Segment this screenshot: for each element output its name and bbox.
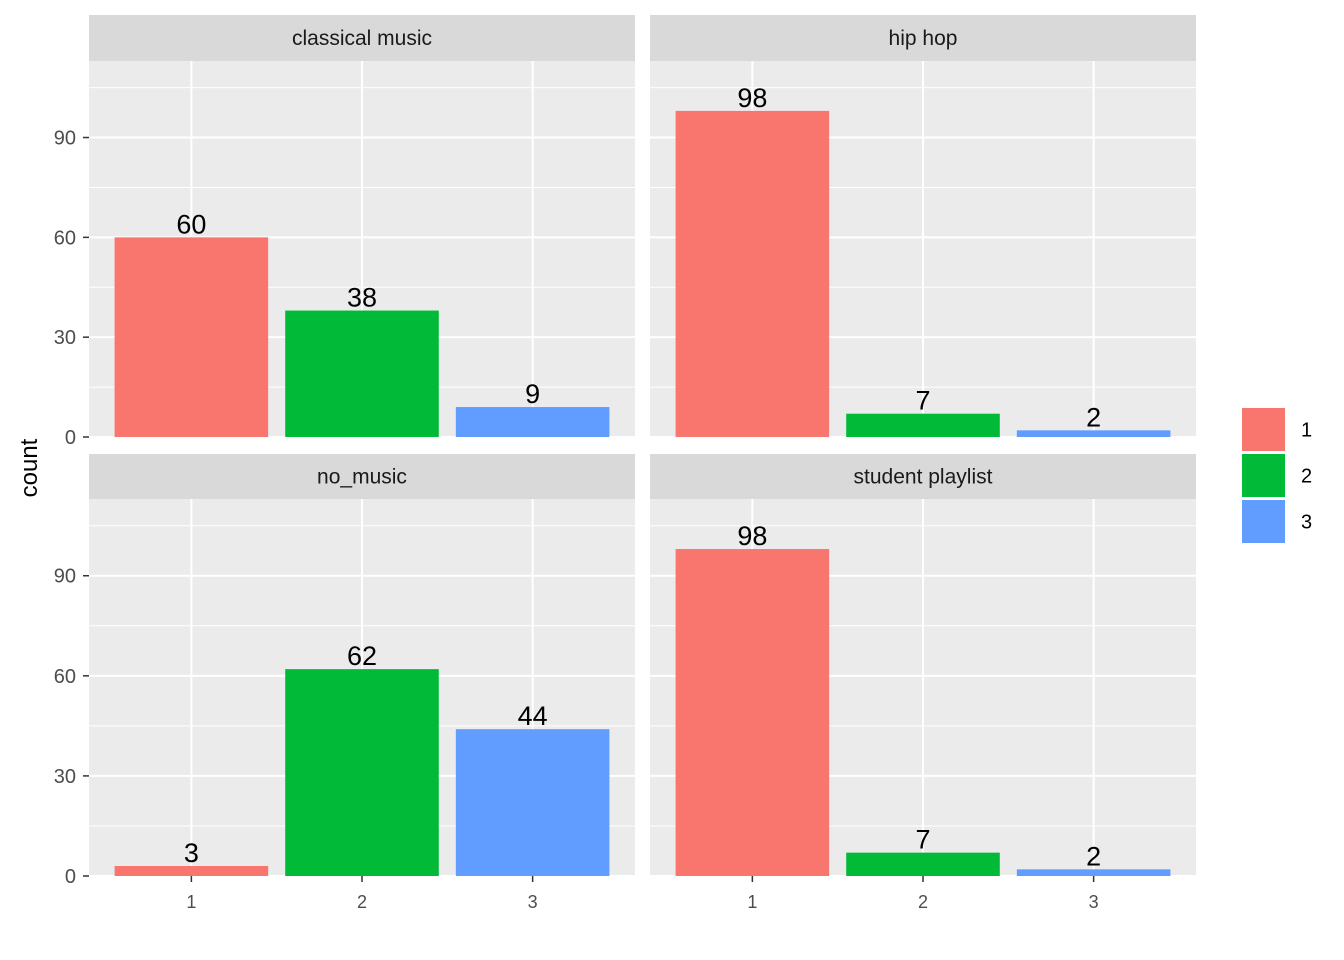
facet-strip: [650, 15, 1196, 61]
x-tick-label: 3: [528, 892, 538, 912]
bar-value-label: 44: [518, 701, 548, 731]
bar: [114, 237, 269, 437]
y-tick-label: 60: [54, 227, 76, 249]
y-tick-label: 0: [65, 866, 76, 888]
bar: [675, 110, 830, 438]
legend-label: 1: [1301, 420, 1312, 442]
bar-value-label: 60: [176, 209, 206, 239]
x-tick-label: 3: [1089, 892, 1099, 912]
bar-value-label: 62: [347, 641, 377, 671]
bar: [1016, 430, 1171, 437]
facet-title: classical music: [292, 27, 432, 50]
bar-value-label: 2: [1086, 841, 1101, 871]
legend-key: [1242, 454, 1285, 497]
legend: 1 2 3: [1242, 408, 1312, 543]
y-tick-label: 90: [54, 566, 76, 588]
y-axis-title: count: [16, 438, 43, 497]
bar-value-label: 7: [915, 825, 930, 855]
x-tick-label: 1: [186, 892, 196, 912]
bar-value-label: 98: [737, 83, 767, 113]
y-tick-label: 30: [54, 327, 76, 349]
x-tick-label: 2: [357, 892, 367, 912]
facet-strip: [650, 454, 1196, 499]
y-tick-label: 90: [54, 128, 76, 150]
facet-title: no_music: [317, 466, 407, 489]
bar: [285, 310, 439, 437]
facet-strip: [89, 15, 635, 61]
legend-label: 3: [1301, 512, 1312, 534]
legend-key: [1242, 500, 1285, 543]
bar-value-label: 3: [184, 838, 199, 868]
facet-strip: [89, 454, 635, 499]
bar-value-label: 98: [737, 521, 767, 551]
facet-panel: student playlist 98 7 2 1 2 3: [650, 454, 1196, 912]
bar-value-label: 7: [915, 386, 930, 416]
facet-title: student playlist: [854, 466, 993, 489]
bar-value-label: 9: [525, 379, 540, 409]
bar: [455, 407, 610, 437]
facet-title: hip hop: [889, 27, 958, 50]
bar: [285, 669, 439, 876]
y-tick-label: 0: [65, 427, 76, 449]
legend-label: 2: [1301, 466, 1312, 488]
facet-panel: hip hop 98 7 2: [650, 15, 1196, 438]
bar: [455, 729, 610, 876]
legend-key: [1242, 408, 1285, 451]
facet-panel: no_music 3 62 44 0 30 60 90 1 2 3: [54, 454, 635, 912]
bar-value-label: 2: [1086, 402, 1101, 432]
x-tick-label: 2: [918, 892, 928, 912]
x-tick-label: 1: [747, 892, 757, 912]
bar: [846, 852, 1000, 876]
bar: [846, 413, 1000, 437]
y-tick-label: 60: [54, 666, 76, 688]
y-tick-label: 30: [54, 766, 76, 788]
bar: [1016, 869, 1171, 876]
bar: [114, 865, 269, 876]
bar-value-label: 38: [347, 283, 377, 313]
bar: [675, 549, 830, 876]
